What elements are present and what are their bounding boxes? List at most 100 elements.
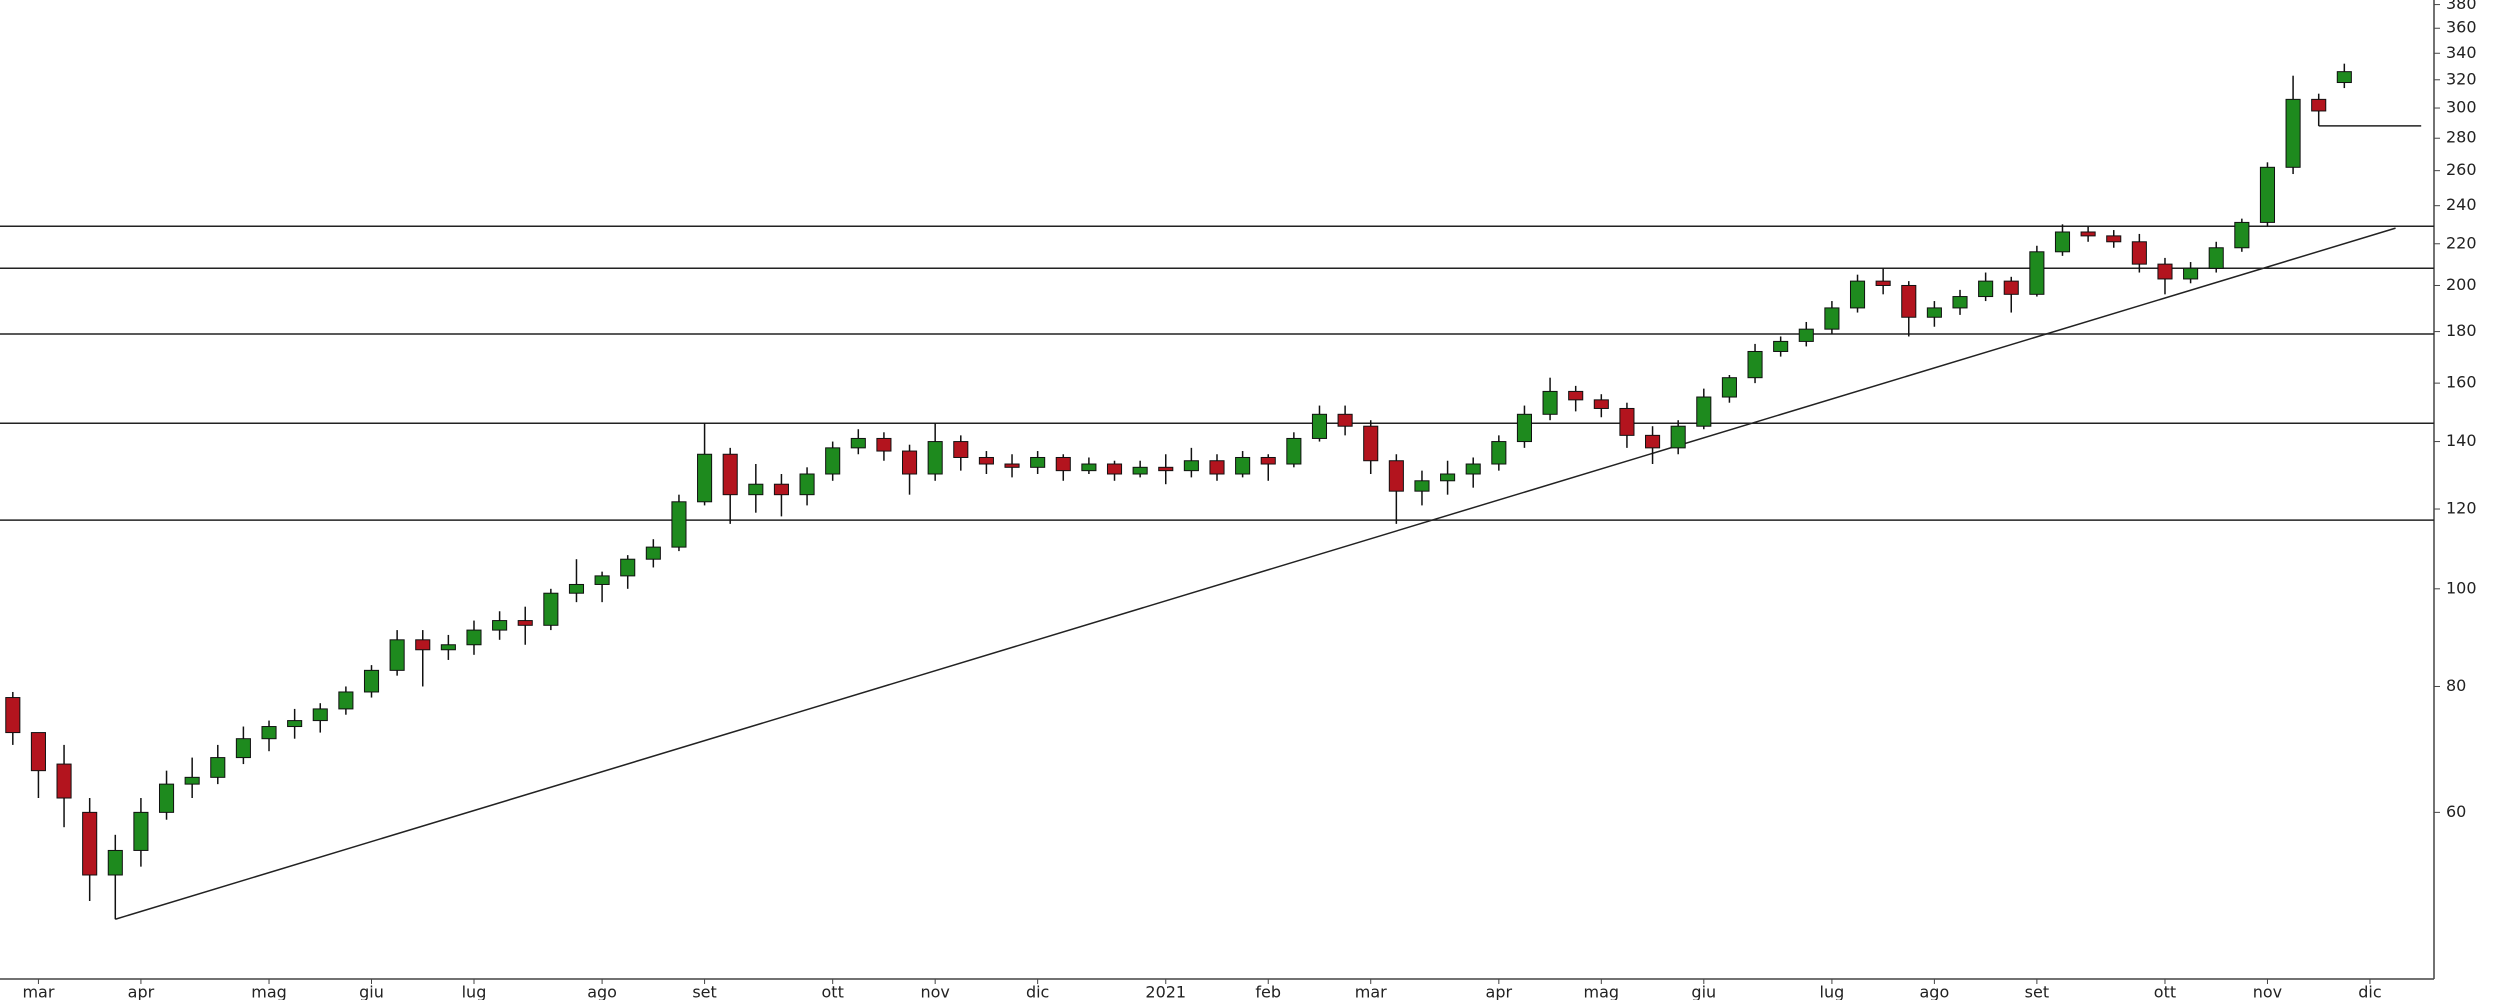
x-tick-label: mag bbox=[251, 983, 287, 1000]
y-tick-label: 100 bbox=[2446, 578, 2477, 597]
candle-body bbox=[184, 776, 200, 785]
y-tick-label: 320 bbox=[2446, 69, 2477, 88]
candle-body bbox=[773, 483, 789, 496]
candle-body bbox=[1824, 307, 1840, 330]
candle-body bbox=[825, 447, 841, 475]
y-tick-label: 360 bbox=[2446, 18, 2477, 37]
y-tick-label: 240 bbox=[2446, 195, 2477, 214]
candle-body bbox=[978, 456, 994, 465]
candle-body bbox=[2054, 231, 2071, 253]
candle-body bbox=[1081, 463, 1097, 472]
x-tick-label: dic bbox=[2358, 983, 2381, 1000]
candle-body bbox=[2003, 280, 2019, 295]
x-tick-label: set bbox=[692, 983, 716, 1000]
y-tick-label: 260 bbox=[2446, 160, 2477, 179]
candle-body bbox=[517, 620, 533, 626]
candle-body bbox=[543, 592, 559, 626]
candle-body bbox=[671, 501, 687, 548]
candle-body bbox=[1952, 296, 1968, 309]
x-tick-label: lug bbox=[462, 983, 487, 1000]
candle-body bbox=[2029, 251, 2045, 295]
candle-body bbox=[1209, 460, 1225, 475]
y-tick-label: 80 bbox=[2446, 676, 2466, 695]
y-tick-label: 200 bbox=[2446, 275, 2477, 294]
y-tick-label: 300 bbox=[2446, 98, 2477, 117]
candle-body bbox=[1004, 463, 1020, 468]
candle-body bbox=[30, 732, 46, 772]
candle-body bbox=[1670, 425, 1686, 449]
candle-body bbox=[568, 583, 585, 594]
candle-body bbox=[261, 726, 277, 740]
x-tick-label: ott bbox=[822, 983, 844, 1000]
candle-body bbox=[2285, 98, 2301, 168]
candle-body bbox=[1286, 437, 1302, 465]
candle-body bbox=[2106, 235, 2122, 243]
x-tick-label: feb bbox=[1255, 983, 1281, 1000]
x-tick-label: 2021 bbox=[1145, 983, 1186, 1000]
candle-body bbox=[363, 669, 380, 693]
y-tick-label: 180 bbox=[2446, 321, 2477, 340]
candle-body bbox=[210, 757, 226, 778]
candle-body bbox=[645, 546, 661, 560]
candle-body bbox=[56, 763, 72, 799]
candle-body bbox=[1030, 456, 1046, 468]
x-tick-label: set bbox=[2025, 983, 2049, 1000]
candle-body bbox=[312, 708, 328, 722]
candle-body bbox=[466, 629, 482, 646]
candle-body bbox=[389, 639, 405, 671]
candle-body bbox=[876, 437, 892, 452]
candle-body bbox=[1849, 280, 1866, 309]
x-tick-label: ago bbox=[587, 983, 617, 1000]
candle-body bbox=[82, 811, 98, 876]
x-tick-label: apr bbox=[128, 983, 155, 1000]
x-tick-label: mar bbox=[1355, 983, 1387, 1000]
candle-body bbox=[902, 450, 918, 475]
candle-body bbox=[620, 558, 636, 577]
candle-body bbox=[1491, 441, 1507, 465]
candle-body bbox=[2311, 98, 2327, 112]
candle-body bbox=[287, 720, 303, 728]
x-tick-label: nov bbox=[920, 983, 949, 1000]
candle-body bbox=[697, 453, 713, 503]
y-tick-label: 140 bbox=[2446, 431, 2477, 450]
candle-body bbox=[1747, 350, 1763, 379]
x-tick-label: mag bbox=[1584, 983, 1620, 1000]
x-tick-label: nov bbox=[2253, 983, 2282, 1000]
candle-body bbox=[1773, 340, 1789, 352]
candle-body bbox=[1158, 466, 1174, 472]
candle-body bbox=[1132, 466, 1148, 475]
candle-body bbox=[1337, 413, 1353, 427]
candle-body bbox=[1721, 377, 1737, 398]
candle-body bbox=[927, 441, 943, 475]
candle-body bbox=[338, 691, 354, 710]
candle-body bbox=[133, 811, 149, 851]
trend-line bbox=[115, 227, 2396, 920]
x-tick-label: lug bbox=[1820, 983, 1845, 1000]
candle-body bbox=[1363, 425, 1379, 462]
candle-body bbox=[440, 644, 456, 651]
candle-body bbox=[2259, 166, 2276, 223]
candle-body bbox=[722, 453, 738, 496]
candle-body bbox=[1516, 413, 1532, 443]
y-tick-label: 280 bbox=[2446, 128, 2477, 147]
y-tick-label: 120 bbox=[2446, 499, 2477, 518]
x-tick-label: giu bbox=[1691, 983, 1716, 1000]
candle-body bbox=[1798, 328, 1814, 342]
candle-body bbox=[1568, 390, 1584, 401]
candle-body bbox=[1465, 463, 1481, 475]
candle-body bbox=[2208, 247, 2224, 269]
y-tick-label: 60 bbox=[2446, 802, 2466, 821]
candle-body bbox=[1388, 460, 1404, 492]
y-tick-label: 160 bbox=[2446, 373, 2477, 392]
candle-body bbox=[1414, 480, 1430, 492]
candle-body bbox=[1311, 413, 1328, 439]
candle-body bbox=[415, 639, 431, 651]
candle-body bbox=[1183, 460, 1199, 472]
x-tick-label: giu bbox=[359, 983, 384, 1000]
candle-body bbox=[1645, 434, 1661, 449]
candle-body bbox=[107, 849, 123, 876]
candle-body bbox=[1901, 284, 1917, 318]
candle-body bbox=[1055, 456, 1071, 472]
